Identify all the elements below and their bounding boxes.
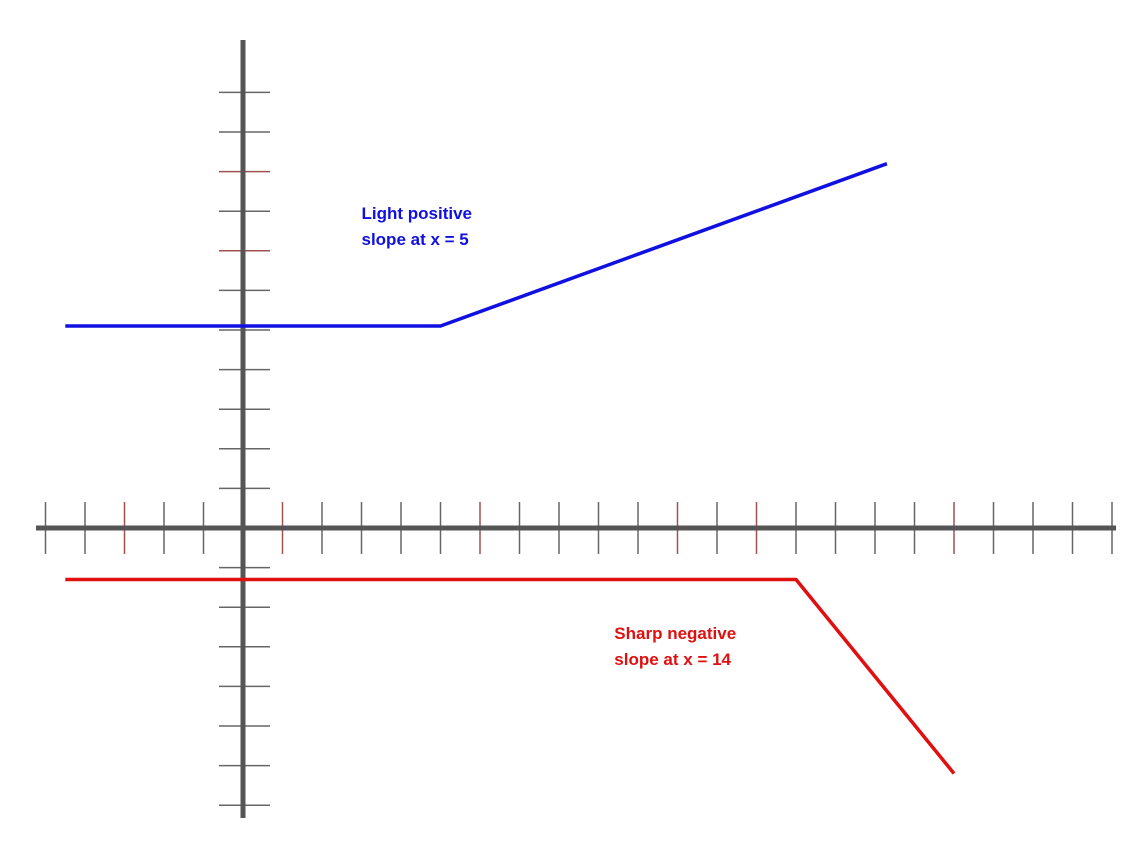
annotation-line: Light positive [362, 204, 473, 223]
annotation-line: slope at x = 14 [614, 650, 731, 669]
annotation-2: Sharp negative slope at x = 14 [614, 624, 736, 669]
annotation-line: slope at x = 5 [362, 230, 469, 249]
series-group [65, 162, 956, 775]
series-line-1 [65, 162, 888, 328]
annotations: Light positive slope at x = 5 Sharp negati… [362, 204, 737, 669]
tick-marks [44, 91, 1113, 806]
annotation-line: Sharp negative [614, 624, 736, 643]
series-line-2 [65, 577, 956, 775]
annotation-1: Light positive slope at x = 5 [362, 204, 473, 249]
